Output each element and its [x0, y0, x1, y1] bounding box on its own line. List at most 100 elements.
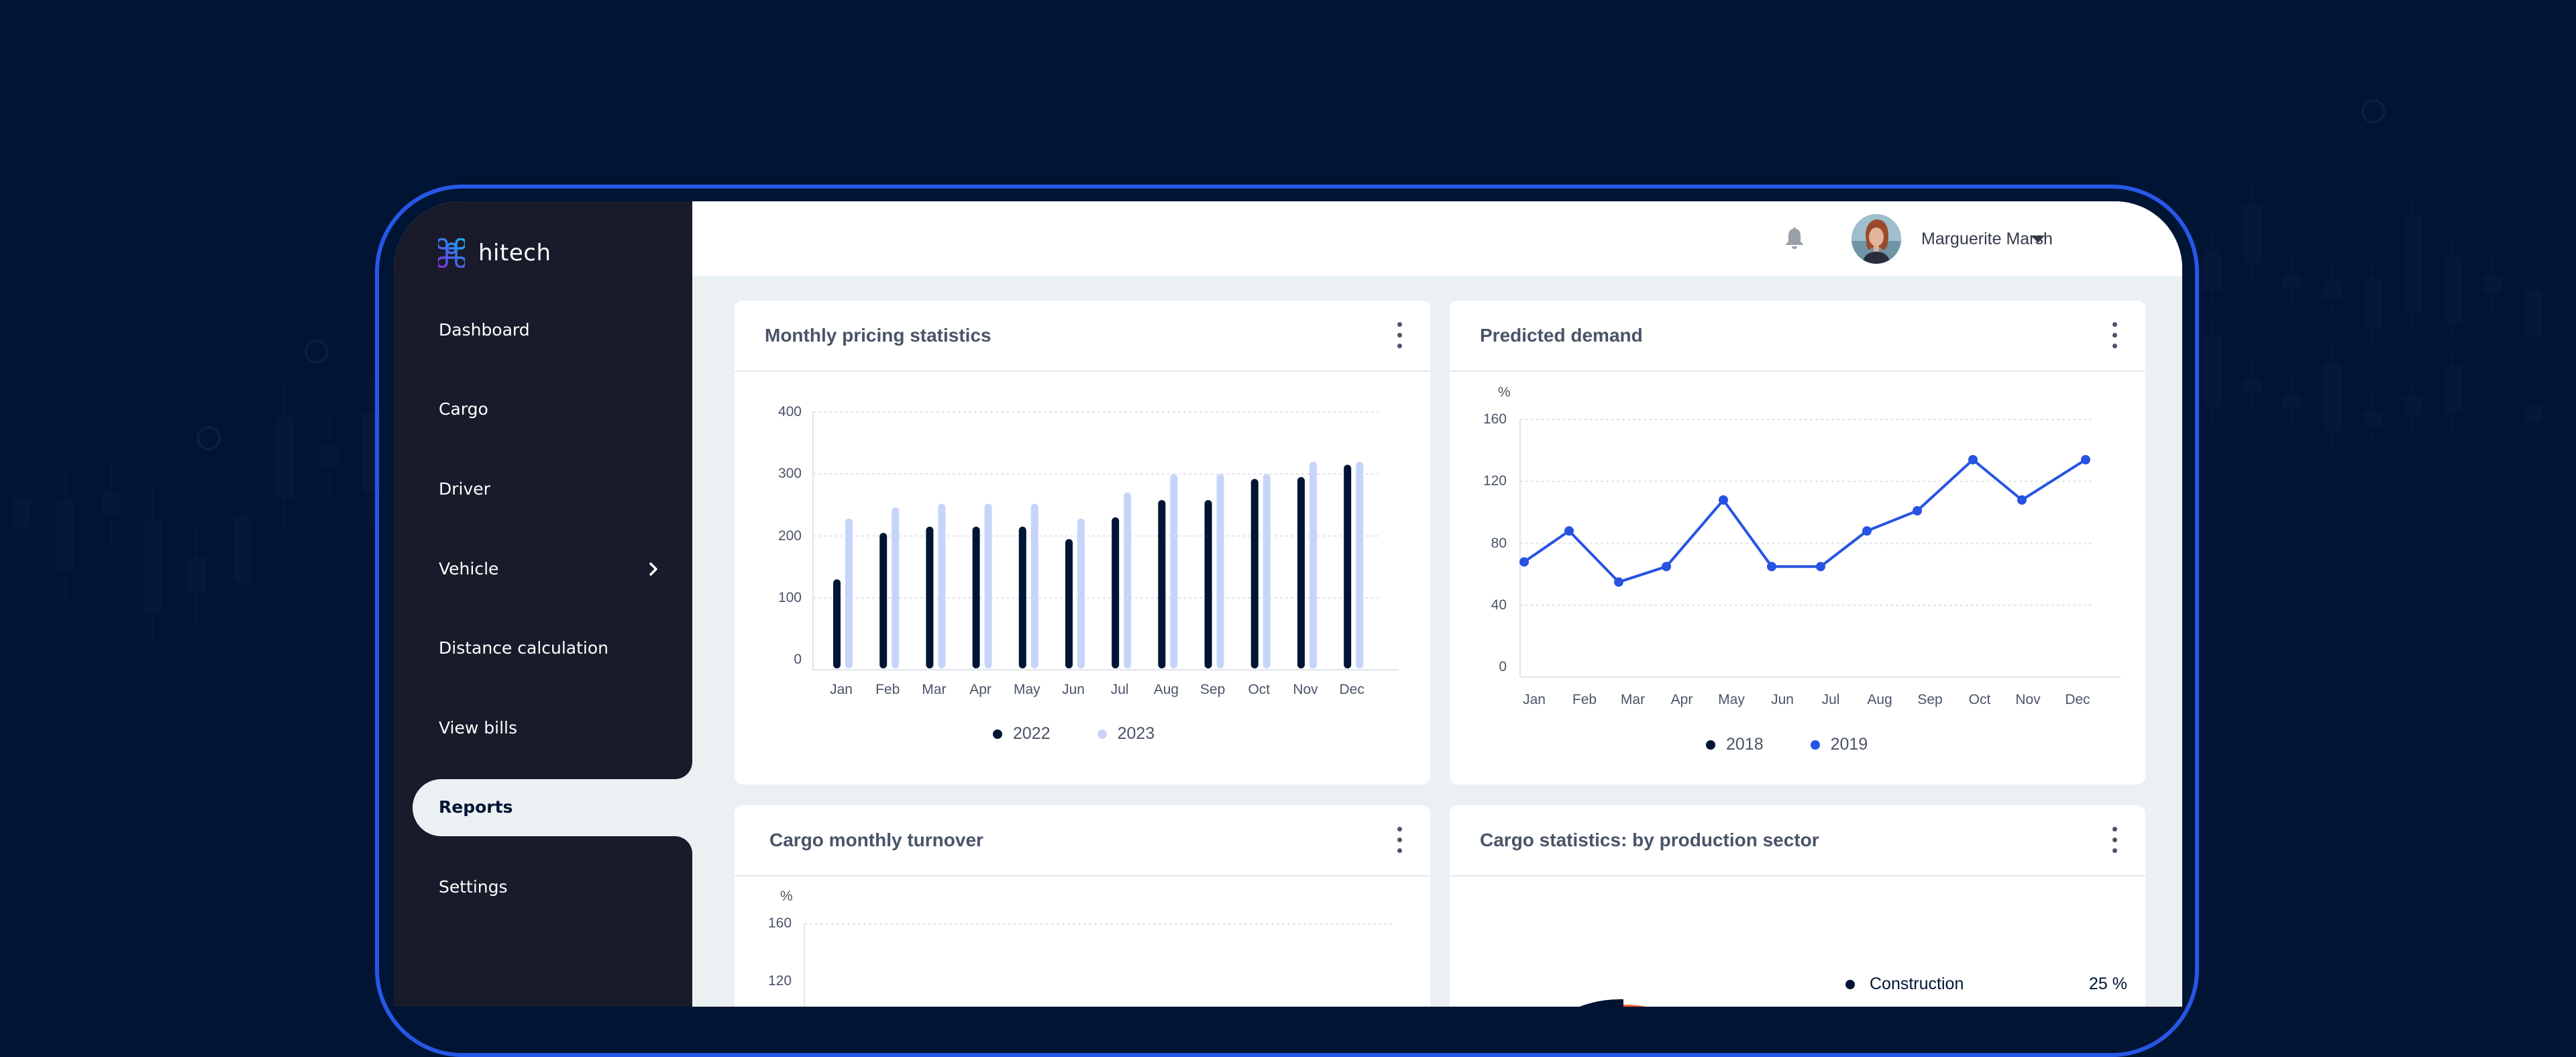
x-tick: Apr [1670, 692, 1693, 707]
x-tick: Jun [1062, 682, 1085, 697]
y-tick: 0 [794, 652, 802, 668]
caret-down-icon[interactable] [2031, 236, 2045, 243]
sidebar-item-dashboard[interactable]: Dashboard [439, 317, 530, 344]
card-cargo-sector: Cargo statistics: by production sector C… [1450, 805, 2145, 1007]
top-header: Marguerite Marsh [692, 201, 2182, 276]
x-tick: Mar [1620, 692, 1646, 707]
user-name[interactable]: Marguerite Marsh [1921, 230, 2053, 248]
card-title: Cargo monthly turnover [769, 829, 983, 850]
x-tick: Feb [1572, 692, 1597, 707]
card-predicted-demand: Predicted demand % 160 120 80 40 0 Jan Feb Mar Ap… [1450, 301, 2145, 785]
card-title: Cargo statistics: by production sector [1480, 829, 1819, 850]
legend-item[interactable]: 2019 [1810, 735, 1868, 754]
sidebar-item-label: Driver [439, 479, 490, 499]
y-tick: 160 [768, 915, 792, 931]
y-axis-unit: % [780, 889, 793, 904]
sidebar-item-label: Cargo [439, 399, 488, 419]
x-tick: Oct [1248, 682, 1271, 697]
x-tick: Dec [1339, 682, 1364, 697]
sidebar-item-driver[interactable]: Driver [439, 476, 490, 503]
x-tick: Mar [922, 682, 947, 697]
kebab-icon[interactable] [1395, 321, 1403, 350]
x-tick: Jul [1110, 682, 1129, 697]
legend-label: 2019 [1830, 735, 1868, 754]
card-monthly-pricing: Monthly pricing statistics 400 300 200 100 0… [735, 301, 1430, 785]
y-tick: 160 [1483, 411, 1507, 427]
x-tick: Nov [1293, 682, 1318, 697]
y-tick: 80 [1491, 535, 1507, 551]
y-tick: 0 [1499, 659, 1507, 675]
legend-dot [1097, 729, 1107, 739]
card-title: Monthly pricing statistics [765, 325, 991, 346]
avatar[interactable] [1851, 214, 1901, 264]
card-title: Predicted demand [1480, 325, 1643, 346]
donut-legend: Construction 25 % [1845, 974, 2127, 994]
sidebar-item-label: Reports [439, 797, 513, 817]
legend-label: 2022 [1013, 724, 1051, 743]
brand-name: hitech [478, 240, 551, 266]
legend-label: Construction [1870, 974, 1964, 993]
sidebar-item-settings[interactable]: Settings [439, 874, 508, 901]
sidebar-item-reports[interactable]: Reports [439, 794, 513, 821]
kebab-icon[interactable] [2110, 321, 2118, 350]
sidebar-item-label: Settings [439, 877, 508, 897]
legend-dot [993, 729, 1002, 739]
y-tick: 200 [777, 527, 802, 544]
legend-dot [1845, 979, 1855, 989]
turnover-chart-grid [804, 923, 1392, 1007]
x-tick: Sep [1199, 682, 1226, 697]
avatar-image [1851, 214, 1901, 264]
sidebar-item-label: Dashboard [439, 320, 530, 340]
app-window: hitech Dashboard Cargo Driver Vehicle Di… [394, 201, 2182, 1007]
sidebar-item-label: Vehicle [439, 559, 499, 578]
x-tick: May [1718, 692, 1745, 707]
sidebar-item-label: View bills [439, 718, 518, 738]
active-item-highlight [413, 779, 708, 836]
x-tick: Aug [1867, 692, 1892, 707]
legend-dot [1810, 740, 1820, 750]
legend-label: 2018 [1726, 735, 1764, 754]
x-tick: Dec [2065, 692, 2090, 707]
legend-item: Construction 25 % [1845, 974, 2127, 994]
legend-item[interactable]: 2022 [993, 724, 1051, 744]
y-tick: 120 [1483, 473, 1507, 489]
chart-legend: 2018 2019 [1706, 735, 1915, 754]
card-header: Monthly pricing statistics [735, 301, 1430, 372]
sidebar-item-vehicle[interactable]: Vehicle [439, 556, 717, 583]
brand-logo[interactable]: hitech [438, 238, 551, 268]
x-tick: Aug [1153, 682, 1179, 697]
y-tick: 40 [1491, 597, 1507, 613]
active-item-notch-bottom [662, 836, 692, 866]
background-candlestick-pattern [197, 99, 2385, 450]
kebab-icon[interactable] [1395, 825, 1403, 855]
x-tick: Jan [830, 682, 853, 697]
y-tick: 100 [777, 589, 802, 605]
kebab-icon[interactable] [2110, 825, 2118, 855]
card-header: Cargo monthly turnover [735, 805, 1430, 876]
legend-value: 25 % [2089, 974, 2127, 993]
x-tick: Jan [1523, 692, 1546, 707]
sidebar-item-distance-calculation[interactable]: Distance calculation [439, 635, 608, 662]
y-axis-unit: % [1498, 385, 1511, 400]
card-header: Predicted demand [1450, 301, 2145, 372]
bell-icon[interactable] [1784, 226, 1805, 250]
card-cargo-turnover: Cargo monthly turnover % 160 120 [735, 805, 1430, 1007]
x-tick: Sep [1917, 692, 1943, 707]
chevron-right-icon [649, 562, 657, 576]
sidebar-item-cargo[interactable]: Cargo [439, 396, 488, 423]
sidebar-item-view-bills[interactable]: View bills [439, 715, 517, 742]
x-tick: Feb [875, 682, 900, 697]
x-tick: May [1013, 682, 1040, 697]
legend-dot [1706, 740, 1715, 750]
chart-legend: 2022 2023 [993, 724, 1201, 744]
y-tick: 400 [777, 404, 802, 419]
sidebar-item-label: Distance calculation [439, 638, 609, 658]
card-header: Cargo statistics: by production sector [1450, 805, 2145, 876]
x-tick: Nov [2015, 692, 2041, 707]
legend-item[interactable]: 2023 [1097, 724, 1155, 744]
legend-item[interactable]: 2018 [1706, 735, 1764, 754]
active-item-notch-top [662, 749, 692, 779]
legend-label: 2023 [1117, 724, 1155, 743]
x-tick: Apr [969, 682, 991, 697]
sidebar: hitech Dashboard Cargo Driver Vehicle Di… [394, 201, 708, 1007]
